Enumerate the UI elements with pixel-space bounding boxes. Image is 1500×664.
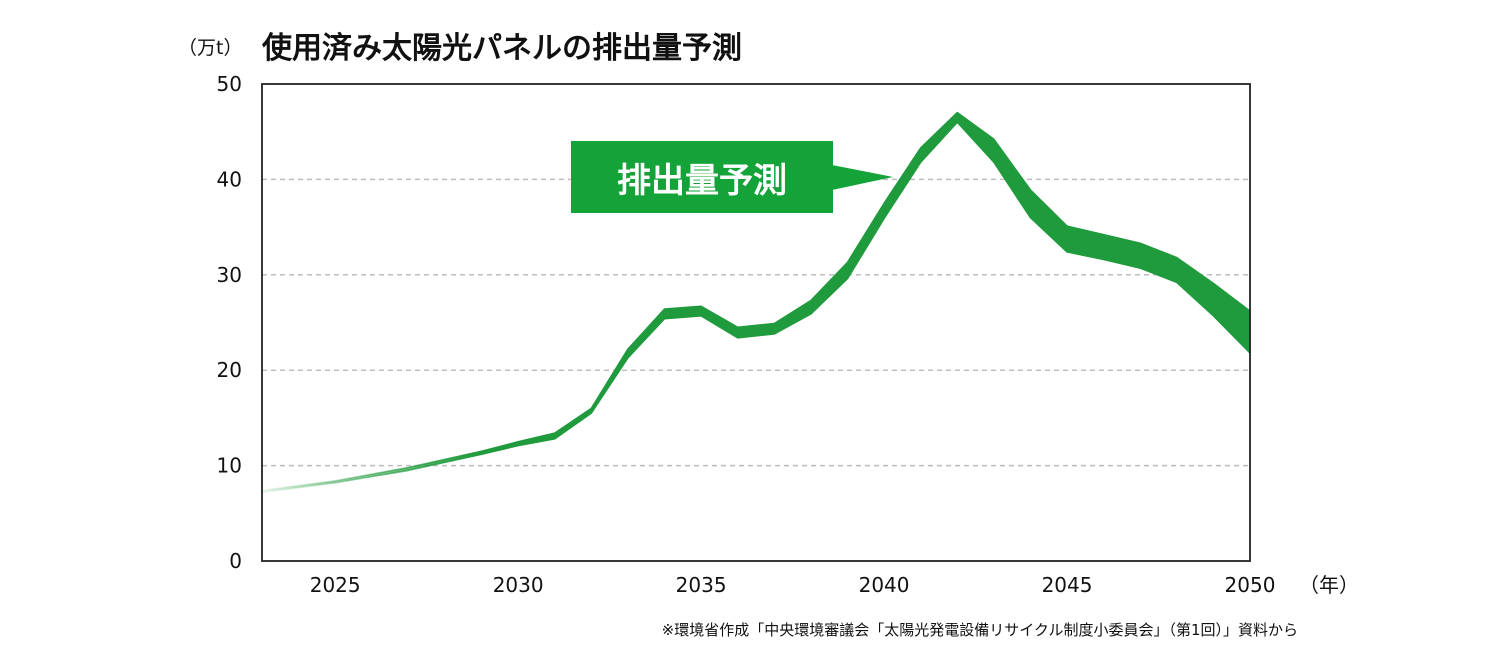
x-tick-label: 2040 (859, 573, 910, 597)
y-tick-label: 40 (217, 167, 242, 191)
axes (261, 83, 1251, 562)
x-tick-label: 2025 (310, 573, 361, 597)
y-tick-labels: 0 10 20 30 40 50 (217, 72, 242, 573)
y-tick-label: 10 (217, 454, 242, 478)
plot-frame (261, 83, 1251, 562)
y-unit-label: （万t） (178, 37, 242, 59)
x-tick-label: 2050 (1225, 573, 1276, 597)
callout-label: 排出量予測 (617, 161, 787, 201)
x-tick-labels: 2025 2030 2035 2040 2045 2050 (310, 573, 1276, 597)
x-tick-label: 2035 (676, 573, 727, 597)
callout-pointer (832, 165, 893, 190)
y-tick-label: 0 (229, 549, 242, 573)
annotation-callout: 排出量予測 (571, 141, 893, 213)
x-tick-label: 2030 (493, 573, 544, 597)
y-tick-label: 50 (217, 72, 242, 96)
x-unit-label: （年） (1299, 573, 1359, 597)
gridlines (262, 178, 1250, 467)
y-tick-label: 20 (217, 358, 242, 382)
callout-box (571, 141, 833, 213)
y-tick-label: 30 (217, 263, 242, 287)
x-tick-label: 2045 (1042, 573, 1093, 597)
chart-title: 使用済み太陽光パネルの排出量予測 (261, 31, 742, 66)
source-note: ※環境省作成「中央環境審議会「太陽光発電設備リサイクル制度小委員会」（第1回）」… (662, 621, 1298, 639)
